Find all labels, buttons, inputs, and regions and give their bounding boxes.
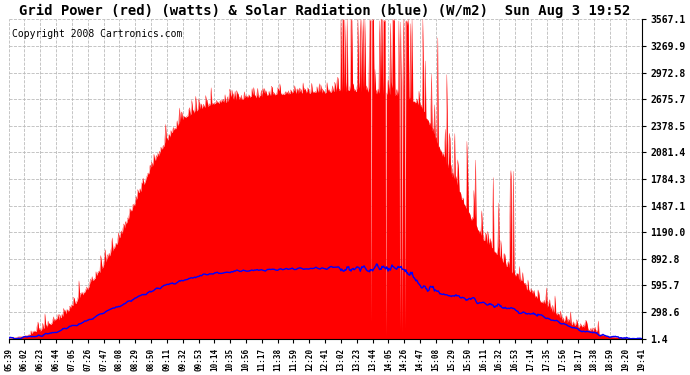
- Title: Grid Power (red) (watts) & Solar Radiation (blue) (W/m2)  Sun Aug 3 19:52: Grid Power (red) (watts) & Solar Radiati…: [19, 4, 631, 18]
- Text: Copyright 2008 Cartronics.com: Copyright 2008 Cartronics.com: [12, 29, 182, 39]
